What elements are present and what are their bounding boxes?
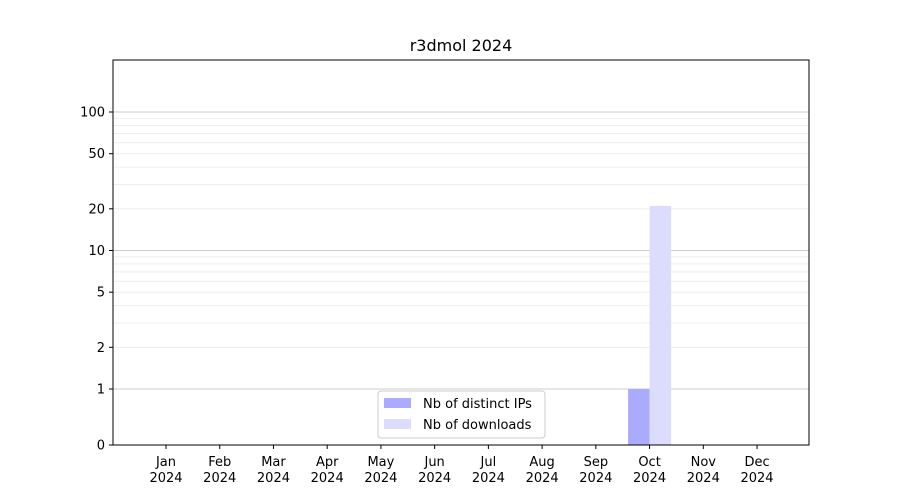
legend-box: [377, 390, 546, 439]
y-tick-label: 100: [80, 106, 105, 121]
y-axis: 0 1 2 5 10 20 50 100: [80, 106, 113, 454]
plot-frame: [112, 59, 810, 446]
x-tick-label-year: 2024: [149, 471, 182, 486]
x-tick-label-month: May: [367, 455, 394, 470]
y-tick-label: 10: [88, 244, 105, 259]
x-tick-label-month: Oct: [638, 455, 660, 470]
grid: [113, 111, 809, 390]
x-tick-label-year: 2024: [740, 471, 773, 486]
legend-label: Nb of downloads: [423, 418, 532, 433]
x-tick-label-year: 2024: [633, 471, 666, 486]
x-tick-label-month: Dec: [744, 455, 769, 470]
legend-swatch: [384, 419, 411, 429]
legend: Nb of distinct IPs Nb of downloads: [377, 390, 546, 439]
x-tick-label-month: Jul: [480, 455, 497, 470]
x-tick-label-year: 2024: [579, 471, 612, 486]
x-tick-label-month: Jun: [423, 455, 444, 470]
x-tick-label-year: 2024: [364, 471, 397, 486]
x-tick-label-month: Feb: [208, 455, 231, 470]
x-tick-label-month: Aug: [529, 455, 554, 470]
y-tick-label: 1: [97, 383, 105, 398]
x-tick-label-year: 2024: [687, 471, 720, 486]
x-axis: Jan2024Feb2024Mar2024Apr2024May2024Jun20…: [149, 445, 774, 486]
x-tick-label-month: Mar: [261, 455, 286, 470]
x-tick-label-year: 2024: [257, 471, 290, 486]
legend-swatch: [384, 398, 411, 408]
x-tick-label-year: 2024: [311, 471, 344, 486]
y-tick-label: 50: [88, 147, 105, 162]
y-tick-label: 20: [88, 202, 105, 217]
bar-downloads: [649, 205, 672, 445]
x-tick-label-year: 2024: [526, 471, 559, 486]
x-tick-label-month: Sep: [584, 455, 609, 470]
y-tick-label: 5: [97, 286, 105, 301]
bar-distinct-ips: [628, 389, 650, 445]
legend-label: Nb of distinct IPs: [423, 397, 532, 412]
x-tick-label-month: Nov: [691, 455, 717, 470]
x-tick-label-year: 2024: [472, 471, 505, 486]
x-tick-label-year: 2024: [203, 471, 236, 486]
x-tick-label-month: Apr: [316, 455, 339, 470]
chart-title: r3dmol 2024: [410, 36, 513, 55]
x-tick-label-year: 2024: [418, 471, 451, 486]
y-tick-label: 0: [97, 439, 105, 454]
y-tick-label: 2: [97, 341, 105, 356]
x-tick-label-month: Jan: [155, 455, 176, 470]
bars: [628, 205, 672, 445]
